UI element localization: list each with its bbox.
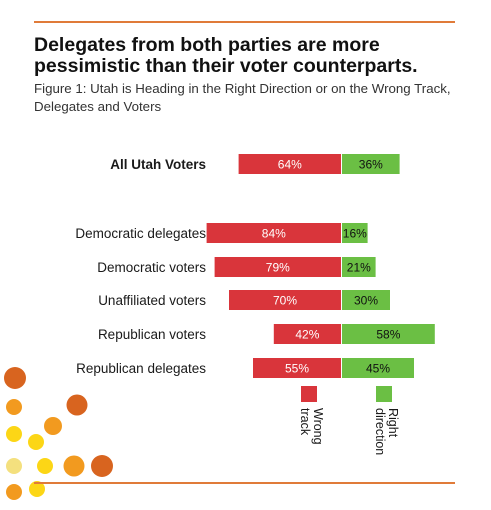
right-direction-bar	[342, 154, 400, 174]
chart-subtitle: Figure 1: Utah is Heading in the Right D…	[34, 81, 451, 114]
right-direction-value-label: 58%	[376, 328, 400, 342]
category-label: Democratic voters	[97, 260, 206, 275]
legend-wrong-track-swatch	[301, 386, 317, 402]
right-direction-bar	[342, 290, 390, 310]
category-label: All Utah Voters	[110, 157, 206, 172]
wrong-track-value-label: 55%	[285, 362, 309, 376]
category-label: Republican voters	[98, 327, 206, 342]
wrong-track-bar	[253, 358, 341, 378]
category-label: Republican delegates	[76, 361, 206, 376]
top-rule	[34, 21, 455, 23]
wrong-track-bar	[273, 324, 341, 344]
wrong-track-bar	[238, 154, 341, 174]
right-direction-bar	[342, 223, 368, 243]
chart-title: Delegates from both parties are more pes…	[34, 34, 418, 77]
right-direction-value-label: 36%	[359, 158, 383, 172]
wrong-track-value-label: 42%	[295, 328, 319, 342]
right-direction-value-label: 45%	[366, 362, 390, 376]
right-direction-value-label: 21%	[347, 261, 371, 275]
bottom-rule	[34, 482, 455, 484]
wrong-track-bar	[206, 223, 341, 243]
right-direction-bar	[342, 324, 435, 344]
legend-right-direction-label: Rightdirection	[373, 408, 400, 455]
legend-right-direction-swatch	[376, 386, 392, 402]
legend-wrong-track-label: Wrongtrack	[298, 408, 325, 445]
right-direction-value-label: 16%	[343, 227, 367, 241]
wrong-track-value-label: 70%	[273, 294, 297, 308]
wrong-track-bar	[229, 290, 341, 310]
decorative-dots	[4, 367, 113, 500]
wrong-track-value-label: 84%	[262, 227, 286, 241]
category-label: Unaffiliated voters	[98, 293, 206, 308]
category-label: Democratic delegates	[75, 226, 206, 241]
wrong-track-bar	[214, 257, 341, 277]
wrong-track-value-label: 64%	[278, 158, 302, 172]
right-direction-bar	[342, 358, 414, 378]
right-direction-value-label: 30%	[354, 294, 378, 308]
wrong-track-value-label: 79%	[266, 261, 290, 275]
right-direction-bar	[342, 257, 376, 277]
